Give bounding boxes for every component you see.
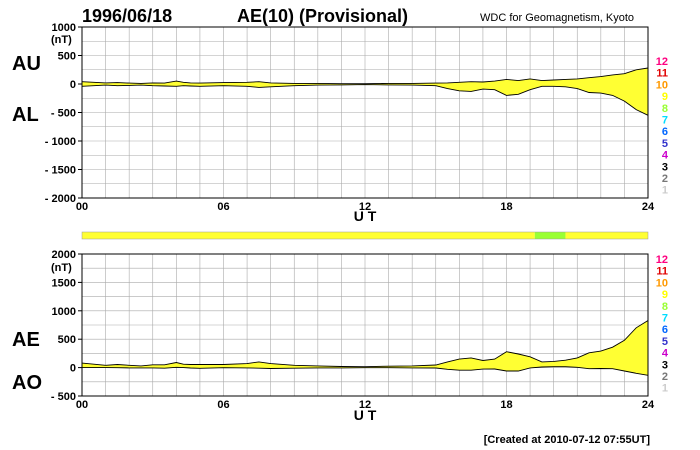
ae-ao-frame [81, 253, 649, 397]
station-count-label: 1 [662, 185, 668, 197]
station-count-label: 4 [662, 150, 669, 162]
y-tick-label: 1000 [52, 22, 76, 34]
station-count-label: 10 [656, 79, 668, 91]
ae-ao-panel: 2000 1500 1000 500 0 - 500 00 06 12 18 24 (nT) AE… [12, 249, 655, 423]
y-tick-label: - 1500 [45, 165, 76, 177]
station-count-label: 12 [656, 56, 668, 68]
x-tick-label: 24 [642, 399, 655, 411]
y-tick-label: 2000 [52, 249, 76, 261]
y-tick-label: 500 [58, 51, 76, 63]
y-tick-label: 0 [70, 363, 76, 375]
x-tick-label: 12 [359, 201, 371, 213]
station-count-label: 10 [656, 277, 668, 289]
au-al-panel: 1000 500 0 - 500 - 1000 - 1500 - 2000 00 06 12 18… [12, 22, 655, 224]
x-tick-label: 18 [500, 201, 512, 213]
au-al-unit-label: (nT) [51, 34, 72, 46]
index-title: AE(10) (Provisional) [237, 6, 408, 26]
station-count-label: 6 [662, 126, 668, 138]
ao-line [82, 366, 649, 376]
y-tick-label: 1000 [52, 306, 76, 318]
x-tick-label: 12 [359, 399, 371, 411]
y-tick-label: 1500 [52, 277, 76, 289]
ae-ao-xaxis-label: U T [354, 407, 377, 423]
x-tick-label: 00 [76, 399, 88, 411]
station-count-label: 7 [662, 115, 668, 127]
x-tick-label: 00 [76, 201, 88, 213]
station-bar-border [81, 231, 649, 240]
station-count-label: 7 [662, 313, 668, 325]
y-tick-label: - 1000 [45, 136, 76, 148]
station-count-label: 3 [662, 161, 668, 173]
au-line [81, 67, 649, 85]
x-tick-label: 24 [642, 201, 655, 213]
station-count-label: 4 [662, 348, 669, 360]
al-line [81, 84, 649, 116]
x-tick-label: 18 [500, 399, 512, 411]
station-count-label: 12 [656, 254, 668, 266]
au-label: AU [12, 53, 41, 75]
ao-label: AO [12, 372, 42, 394]
created-timestamp: [Created at 2010-07-12 07:55UT] [484, 434, 651, 446]
au-al-xaxis-label: U T [354, 208, 377, 224]
station-count-label: 5 [662, 336, 668, 348]
al-label: AL [12, 104, 39, 126]
ae-ao-fill-area [82, 320, 648, 376]
station-count-label: 9 [662, 289, 668, 301]
station-count-bar [81, 231, 649, 240]
station-count-segment [534, 232, 566, 239]
ae-line [81, 320, 649, 368]
station-count-segment [82, 232, 535, 239]
date-title: 1996/06/18 [82, 6, 172, 26]
station-count-label: 11 [656, 266, 668, 278]
station-count-label: 9 [662, 91, 668, 103]
y-tick-label: 500 [58, 334, 76, 346]
station-count-label: 2 [662, 173, 668, 185]
station-count-segment [565, 232, 648, 239]
y-tick-label: - 500 [51, 391, 76, 403]
source-label: WDC for Geomagnetism, Kyoto [480, 12, 634, 24]
y-tick-label: - 2000 [45, 193, 76, 205]
station-count-label: 1 [662, 383, 668, 395]
station-count-label: 5 [662, 138, 668, 150]
x-tick-label: 06 [217, 201, 229, 213]
y-tick-label: - 500 [51, 108, 76, 120]
station-count-label: 2 [662, 371, 668, 383]
ae-ao-unit-label: (nT) [51, 262, 72, 274]
station-count-label: 3 [662, 359, 668, 371]
ae-label: AE [12, 329, 40, 351]
station-count-label: 8 [662, 301, 668, 313]
x-tick-label: 06 [217, 399, 229, 411]
station-count-label: 8 [662, 103, 668, 115]
station-count-label: 11 [656, 68, 668, 80]
y-tick-label: 0 [70, 79, 76, 91]
station-count-label: 6 [662, 324, 668, 336]
